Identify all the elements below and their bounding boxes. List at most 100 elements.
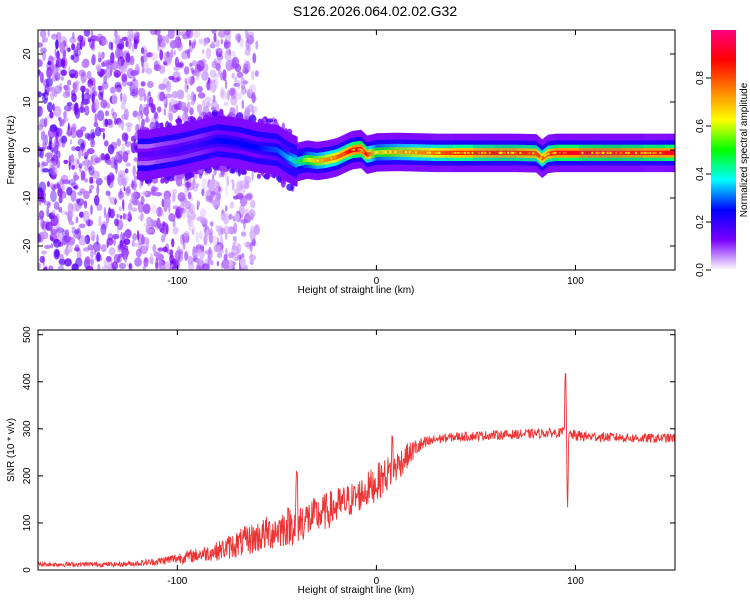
y-tick-label: 0 bbox=[22, 147, 33, 153]
ridge-cell bbox=[560, 150, 562, 155]
ridge-peak-dot bbox=[322, 158, 325, 162]
ridge-cell bbox=[215, 138, 217, 144]
ridge-cell bbox=[206, 140, 208, 146]
ridge-cell bbox=[665, 150, 667, 155]
spectral-blob bbox=[99, 39, 102, 45]
ridge-cell bbox=[364, 150, 366, 155]
spectral-blob bbox=[99, 53, 104, 60]
spectrogram-y-axis-label: Frequency (Hz) bbox=[6, 116, 17, 185]
spectral-blob bbox=[57, 187, 63, 197]
ridge-cell bbox=[413, 150, 415, 155]
ridge-cell bbox=[339, 153, 341, 158]
ridge-cell bbox=[505, 150, 508, 155]
ridge-peak-dot bbox=[457, 151, 460, 155]
spectral-blob bbox=[84, 256, 91, 265]
ridge-cell bbox=[241, 141, 243, 147]
spectral-blob bbox=[38, 59, 43, 68]
y-tick-label: 100 bbox=[22, 514, 33, 531]
ridge-cell bbox=[663, 150, 665, 155]
spectral-blob bbox=[230, 95, 238, 106]
spectral-blob bbox=[104, 140, 109, 147]
spectral-blob bbox=[154, 112, 159, 123]
spectral-blob bbox=[171, 91, 178, 99]
spectral-blob bbox=[121, 119, 124, 131]
spectral-blob bbox=[58, 195, 63, 204]
ridge-cell bbox=[325, 157, 327, 162]
ridge-cell bbox=[170, 148, 173, 154]
ridge-cell bbox=[146, 152, 149, 158]
ridge-cell bbox=[301, 158, 304, 163]
spectral-blob bbox=[207, 248, 213, 260]
spectral-blob bbox=[114, 218, 119, 227]
spectral-blob bbox=[56, 227, 65, 233]
spectral-blob bbox=[94, 157, 101, 164]
ridge-cell bbox=[300, 158, 303, 164]
spectral-blob bbox=[106, 174, 112, 186]
ridge-cell bbox=[245, 141, 247, 148]
spectral-blob bbox=[84, 132, 91, 140]
spectral-blob bbox=[79, 211, 84, 218]
ridge-peak-dot bbox=[488, 151, 491, 155]
ridge-cell bbox=[482, 150, 485, 155]
ridge-cell bbox=[161, 149, 164, 156]
ridge-cell bbox=[524, 150, 526, 156]
spectral-blob bbox=[189, 78, 194, 86]
colorbar-label: Normalized spectral amplitude bbox=[739, 82, 750, 217]
ridge-cell bbox=[195, 142, 198, 149]
spectral-blob bbox=[216, 103, 220, 113]
ridge-peak-dot bbox=[562, 151, 565, 155]
spectral-blob bbox=[157, 44, 161, 52]
spectral-blob bbox=[246, 32, 249, 43]
ridge-cell bbox=[186, 145, 189, 151]
ridge-cell bbox=[297, 159, 300, 164]
ridge-peak-dot bbox=[391, 150, 395, 154]
spectral-blob bbox=[231, 56, 240, 69]
ridge-cell bbox=[229, 139, 231, 145]
spectral-blob bbox=[140, 81, 146, 87]
spectral-blob bbox=[71, 92, 77, 103]
spectral-blob bbox=[266, 118, 274, 123]
ridge-cell bbox=[168, 148, 171, 155]
spectral-blob bbox=[40, 218, 45, 230]
ridge-peak-dot bbox=[387, 150, 390, 154]
spectral-blob bbox=[136, 230, 140, 241]
ridge-peak-dot bbox=[506, 151, 510, 155]
spectral-blob bbox=[189, 107, 194, 115]
spectral-blob bbox=[151, 177, 159, 184]
ridge-peak-dot bbox=[602, 151, 605, 155]
ridge-cell bbox=[550, 151, 552, 156]
ridge-cell bbox=[226, 138, 228, 145]
ridge-cell bbox=[355, 147, 357, 152]
spectral-blob bbox=[182, 207, 186, 214]
spectral-blob bbox=[60, 56, 68, 69]
spectral-blob bbox=[81, 71, 85, 78]
spectral-blob bbox=[184, 78, 188, 83]
spectral-blob bbox=[239, 37, 244, 48]
spectral-blob bbox=[146, 216, 153, 227]
ridge-peak-dot bbox=[471, 151, 474, 155]
spectral-blob bbox=[163, 98, 167, 105]
ridge-cell bbox=[369, 151, 371, 157]
ridge-cell bbox=[336, 155, 338, 160]
spectral-blob bbox=[240, 257, 247, 269]
ridge-peak-dot bbox=[655, 151, 658, 155]
spectral-blob bbox=[222, 213, 230, 225]
ridge-cell bbox=[398, 149, 400, 155]
spectral-blob bbox=[105, 110, 109, 117]
spectral-blob bbox=[64, 105, 72, 113]
spectral-blob bbox=[92, 241, 101, 252]
spectral-blob bbox=[141, 235, 145, 245]
colorbar-tick-label: 0.4 bbox=[695, 167, 706, 181]
ridge-cell bbox=[181, 146, 184, 152]
spectral-blob bbox=[128, 262, 132, 269]
spectral-blob bbox=[159, 91, 166, 102]
spectral-blob bbox=[68, 179, 76, 186]
spectral-blob bbox=[111, 93, 118, 105]
spectral-blob bbox=[93, 83, 96, 93]
spectral-blob bbox=[238, 185, 246, 195]
spectral-blob bbox=[163, 108, 166, 116]
ridge-cell bbox=[486, 150, 489, 155]
spectral-blob bbox=[39, 255, 45, 264]
spectral-blob bbox=[110, 156, 116, 169]
ridge-cell bbox=[424, 150, 426, 155]
